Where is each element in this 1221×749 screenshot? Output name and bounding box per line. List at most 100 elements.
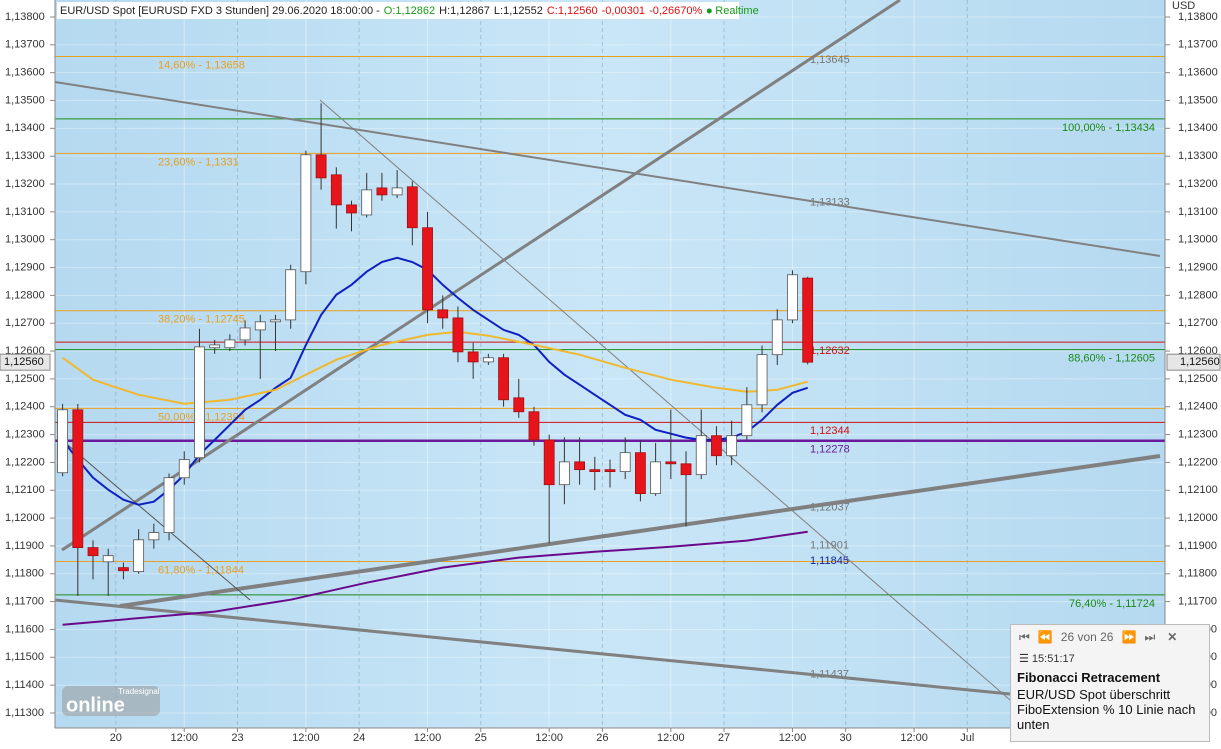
quote-item: -0,00301 xyxy=(602,5,645,17)
left-axis-area xyxy=(0,0,55,749)
y-tick-label: 1,12100 xyxy=(1178,484,1218,496)
next-button[interactable]: ⏩ xyxy=(1121,630,1137,644)
candle-body xyxy=(346,204,357,214)
y-tick-label: 1,13300 xyxy=(5,150,45,162)
y-tick-label: 1,13500 xyxy=(1178,94,1218,106)
candle-body xyxy=(330,174,342,206)
candle-body xyxy=(239,327,251,341)
candle-body xyxy=(406,186,418,229)
y-tick-label: 1,12500 xyxy=(1178,373,1218,385)
close-button[interactable]: ✕ xyxy=(1167,630,1178,644)
candle-body xyxy=(254,321,266,331)
y-tick-label: 1,12700 xyxy=(1178,317,1218,329)
candle-body xyxy=(558,461,570,486)
x-tick-label: Jul xyxy=(960,732,974,744)
annotation-label: 1,12037 xyxy=(810,502,850,514)
last-button[interactable]: ⏭ xyxy=(1144,629,1156,644)
candle-body xyxy=(650,461,662,494)
alert-message: EUR/USD Spot überschritt FiboExtension %… xyxy=(1017,687,1196,732)
time-axis-area xyxy=(0,728,1221,749)
y-tick-label: 1,12900 xyxy=(1178,261,1218,273)
y-tick-label: 1,13000 xyxy=(5,234,45,246)
y-tick-label: 1,13500 xyxy=(5,94,45,106)
candle-body xyxy=(163,477,175,533)
y-tick-label: 1,13200 xyxy=(1178,178,1218,190)
candle-body xyxy=(118,567,129,572)
y-tick-label: 1,11900 xyxy=(5,540,44,552)
alert-nav: ⏮ ⏪ 26 von 26 ⏩ ⏭ ✕ xyxy=(1011,625,1209,649)
level-label: 38,20% - 1,12745 xyxy=(158,314,245,326)
last-price-label: 1,12560 xyxy=(4,356,44,368)
x-tick-label: 27 xyxy=(718,732,730,744)
y-tick-label: 1,12200 xyxy=(1178,456,1218,468)
x-tick-label: 12:00 xyxy=(170,732,198,744)
annotation-label: 1,11901 xyxy=(810,540,849,552)
candle-body xyxy=(270,319,281,323)
candle-body xyxy=(665,461,677,465)
level-label: 76,40% - 1,11724 xyxy=(1069,598,1155,610)
x-tick-label: 24 xyxy=(353,732,365,744)
candle-body xyxy=(695,435,707,476)
candle-body xyxy=(619,452,631,472)
x-tick-label: 20 xyxy=(110,732,122,744)
indicator-line xyxy=(62,330,808,405)
quote-item: H:1,12867 xyxy=(439,5,490,17)
level-label: 23,60% - 1,1331 xyxy=(158,156,239,168)
trend-line xyxy=(61,439,251,601)
y-tick-label: 1,12400 xyxy=(5,401,45,413)
prev-button[interactable]: ⏪ xyxy=(1037,630,1053,644)
y-tick-label: 1,13400 xyxy=(5,122,45,134)
candle-body xyxy=(224,339,236,349)
y-tick-label: 1,13700 xyxy=(5,39,45,51)
y-tick-label: 1,12300 xyxy=(5,428,45,440)
candle-body xyxy=(513,397,525,413)
logo: Tradesignal online xyxy=(62,686,160,716)
x-tick-label: 12:00 xyxy=(414,732,442,744)
header-title: EUR/USD Spot [EURUSD FXD 3 Stunden] 29.0… xyxy=(60,5,380,17)
y-tick-label: 1,12200 xyxy=(5,456,45,468)
y-tick-label: 1,11700 xyxy=(1178,596,1217,608)
candle-body xyxy=(422,227,433,311)
candle-body xyxy=(771,319,783,356)
candle-body xyxy=(574,461,585,471)
candle-body xyxy=(315,154,327,179)
y-tick-label: 1,13200 xyxy=(5,178,45,190)
y-tick-label: 1,12400 xyxy=(1178,401,1218,413)
first-button[interactable]: ⏮ xyxy=(1019,629,1030,644)
candle-body xyxy=(543,439,555,486)
x-tick-label: 25 xyxy=(475,732,487,744)
y-tick-label: 1,13400 xyxy=(1178,122,1218,134)
y-tick-label: 1,11400 xyxy=(5,679,44,691)
y-tick-label: 1,12100 xyxy=(5,484,45,496)
annotation-label: 1,11845 xyxy=(810,555,849,567)
y-tick-label: 1,13000 xyxy=(1178,234,1218,246)
y-tick-label: 1,13700 xyxy=(1178,39,1218,51)
y-tick-label: 1,11900 xyxy=(1178,540,1217,552)
candle-body xyxy=(498,357,509,401)
y-tick-label: 1,12300 xyxy=(1178,428,1218,440)
annotation-label: 1,13645 xyxy=(810,54,850,66)
y-tick-label: 1,13600 xyxy=(5,67,45,79)
y-tick-label: 1,12000 xyxy=(5,512,45,524)
y-tick-label: 1,11700 xyxy=(5,596,44,608)
x-tick-label: 12:00 xyxy=(779,732,807,744)
candle-body xyxy=(102,555,114,563)
candle-body xyxy=(726,435,738,457)
alert-panel: ⏮ ⏪ 26 von 26 ⏩ ⏭ ✕ ☰ 15:51:17 Fibonacci R… xyxy=(1010,624,1210,742)
quote-item: -0,26670% xyxy=(649,5,702,17)
last-price-label: 1,12560 xyxy=(1180,356,1220,368)
candle-body xyxy=(452,317,464,353)
last-price-box xyxy=(0,353,51,371)
logo-brand: Tradesignal xyxy=(118,687,160,696)
candle-body xyxy=(467,351,479,363)
level-label: 61,80% - 1,11844 xyxy=(158,564,244,576)
trend-line xyxy=(54,598,1011,696)
candle-body xyxy=(741,404,753,437)
level-label: 100,00% - 1,13434 xyxy=(1062,122,1155,134)
y-tick-label: 1,12000 xyxy=(1178,512,1218,524)
y-tick-label: 1,11800 xyxy=(1178,568,1217,580)
y-tick-label: 1,13300 xyxy=(1178,150,1218,162)
y-tick-label: 1,13100 xyxy=(5,206,45,218)
